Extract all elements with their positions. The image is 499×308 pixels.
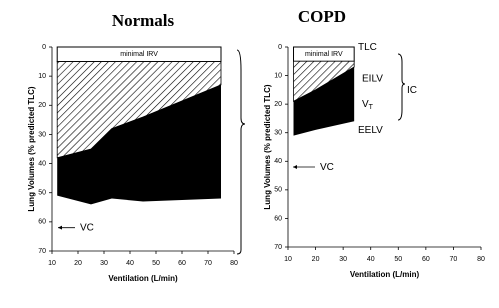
annotation: VT xyxy=(362,99,374,111)
tidal-area xyxy=(57,84,222,205)
annotation-text: V xyxy=(362,99,369,110)
annotation-text: TLC xyxy=(358,42,377,53)
x-tick-label: 80 xyxy=(477,256,485,263)
annotation: EILV xyxy=(362,73,383,84)
tidal-area xyxy=(293,67,355,136)
x-tick-label: 50 xyxy=(152,260,160,267)
y-tick-label: 20 xyxy=(274,101,282,108)
irv-label: minimal IRV xyxy=(120,51,158,58)
annotation-text: VC xyxy=(320,162,334,173)
y-axis-title: Lung Volumes (% predicted TLC) xyxy=(263,84,272,210)
y-tick-label: 50 xyxy=(38,190,46,197)
y-tick-label: 70 xyxy=(38,248,46,255)
x-tick-label: 40 xyxy=(126,260,134,267)
y-tick-label: 40 xyxy=(38,160,46,167)
chart-title: Normals xyxy=(112,11,175,30)
x-tick-label: 20 xyxy=(74,260,82,267)
y-tick-label: 30 xyxy=(38,131,46,138)
x-tick-label: 70 xyxy=(450,256,458,263)
y-tick-label: 10 xyxy=(274,72,282,79)
arrow-head xyxy=(293,165,297,169)
annotation: VC xyxy=(80,222,94,233)
x-axis-title: Ventilation (L/min) xyxy=(108,274,178,283)
x-axis-title: Ventilation (L/min) xyxy=(350,270,420,279)
chart-title: COPD xyxy=(298,7,346,26)
annotation-sub: T xyxy=(369,104,374,111)
x-tick-label: 30 xyxy=(100,260,108,267)
x-tick-label: 40 xyxy=(367,256,375,263)
y-tick-label: 60 xyxy=(274,215,282,222)
y-axis-title: Lung Volumes (% predicted TLC) xyxy=(27,86,36,212)
y-tick-label: 70 xyxy=(274,244,282,251)
x-tick-label: 80 xyxy=(230,260,238,267)
annotation-text: EILV xyxy=(362,73,383,84)
x-tick-label: 10 xyxy=(284,256,292,263)
irv-label: minimal IRV xyxy=(305,51,343,58)
y-tick-label: 30 xyxy=(274,130,282,137)
x-tick-label: 70 xyxy=(204,260,212,267)
annotation-text: EELV xyxy=(358,124,383,135)
arrow-head xyxy=(58,225,62,230)
y-tick-label: 0 xyxy=(42,44,46,51)
y-tick-label: 40 xyxy=(274,158,282,165)
x-tick-label: 50 xyxy=(394,256,402,263)
brace xyxy=(397,53,406,121)
x-tick-label: 20 xyxy=(312,256,320,263)
x-tick-label: 60 xyxy=(422,256,430,263)
annotation: TLC xyxy=(358,42,377,53)
hatched-area xyxy=(293,60,355,102)
annotation-text: VC xyxy=(80,222,94,233)
y-tick-label: 60 xyxy=(38,219,46,226)
y-tick-label: 20 xyxy=(38,102,46,109)
y-tick-label: 10 xyxy=(38,73,46,80)
annotation: IC xyxy=(407,84,417,95)
brace xyxy=(236,49,246,255)
y-tick-label: 0 xyxy=(278,44,282,51)
annotation: VC xyxy=(320,162,334,173)
x-tick-label: 60 xyxy=(178,260,186,267)
x-tick-label: 30 xyxy=(339,256,347,263)
x-tick-label: 10 xyxy=(48,260,56,267)
annotation: EELV xyxy=(358,124,383,135)
annotation-text: IC xyxy=(407,84,417,95)
y-tick-label: 50 xyxy=(274,187,282,194)
